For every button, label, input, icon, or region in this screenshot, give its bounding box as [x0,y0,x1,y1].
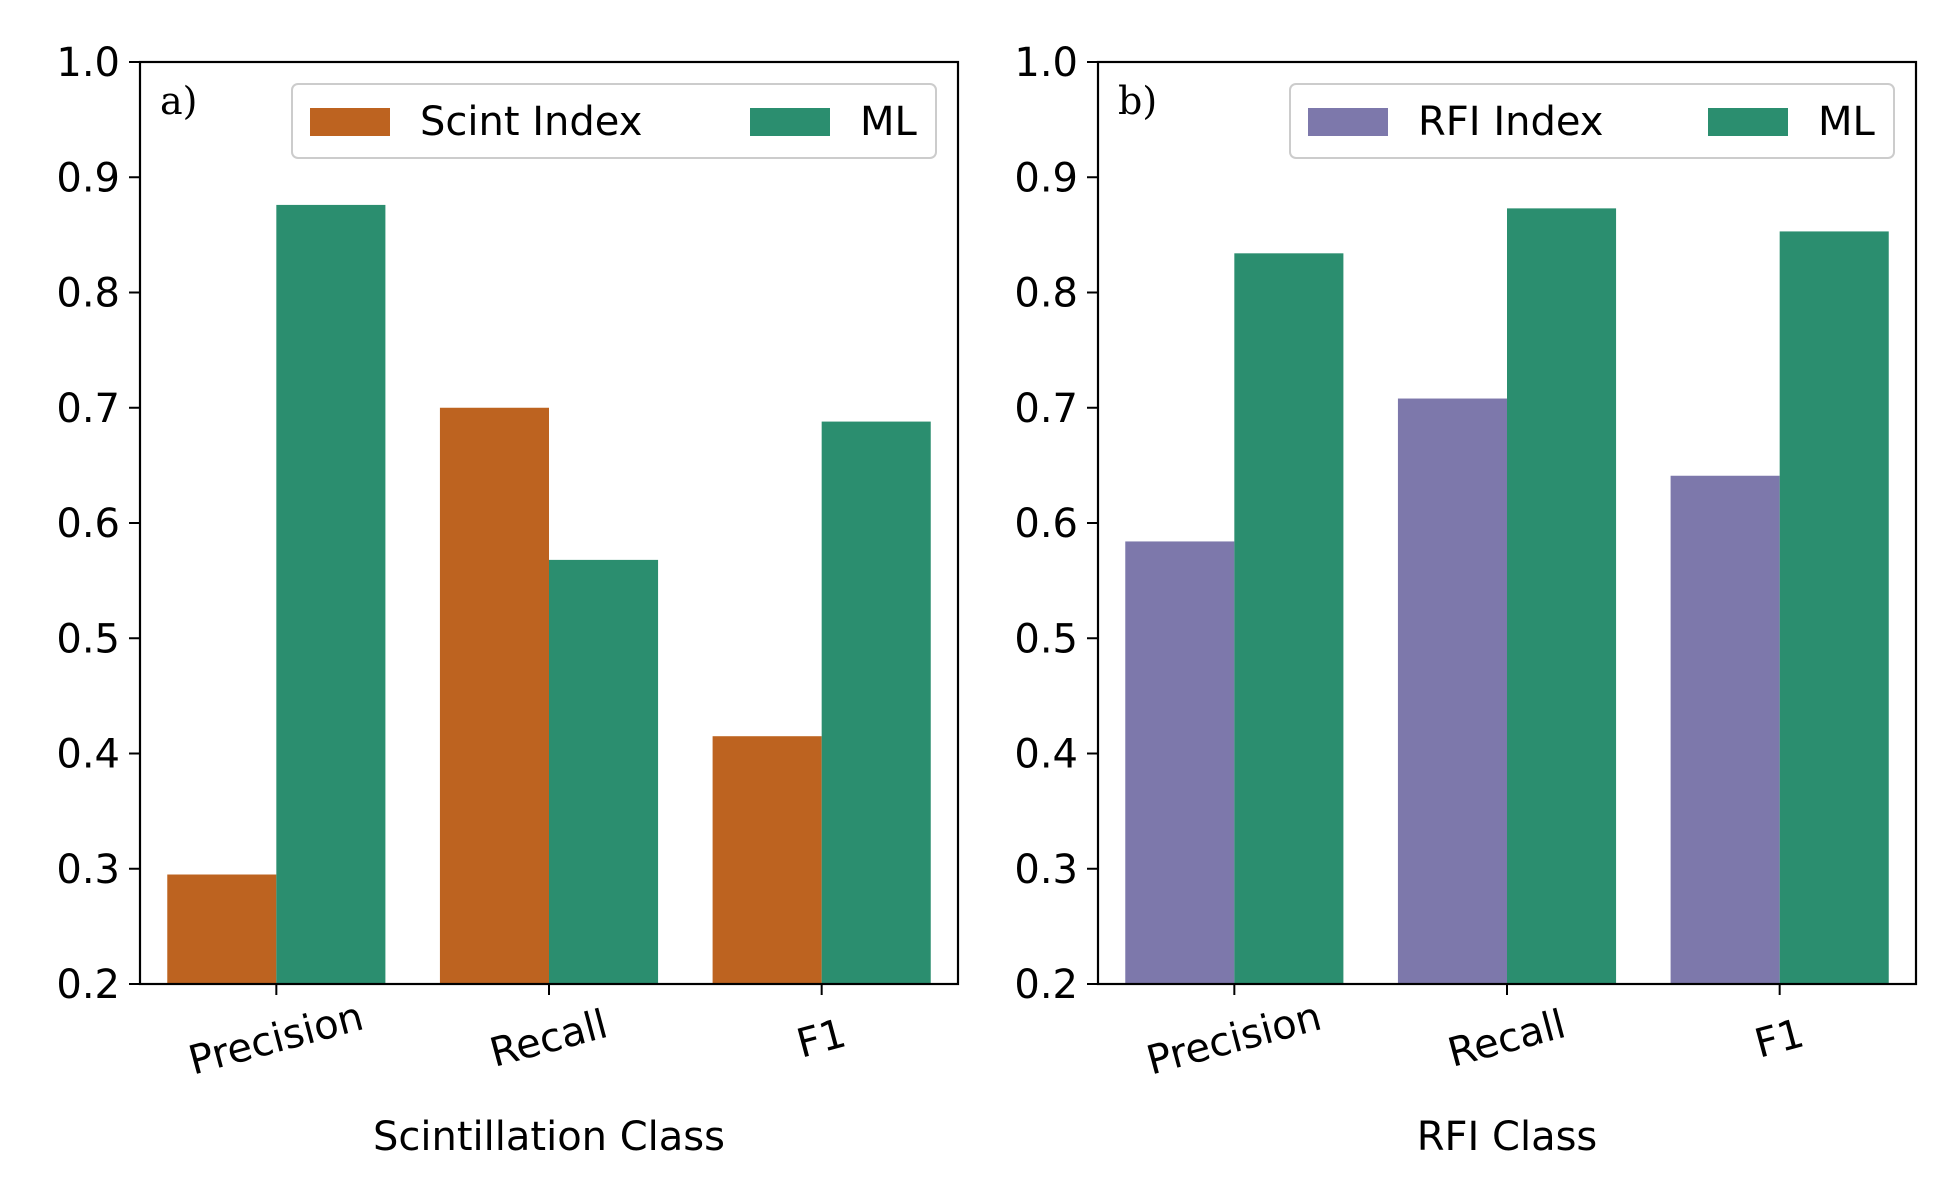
y-tick-label: 0.4 [1014,732,1078,778]
legend-swatch [1708,108,1788,136]
bar-scint-index-precision [167,874,277,984]
bar-ml-precision [1234,253,1344,984]
panel-a: 0.2 0.3 0.4 0.5 0.6 0.7 0.8 0.9 1.0 Precision Reca… [56,40,960,1160]
y-tick-label: 0.9 [1014,155,1078,201]
legend-label: Scint Index [420,99,642,145]
legend-label: ML [1818,99,1876,145]
legend-box [291,83,937,159]
y-tick-label: 0.7 [1014,386,1078,432]
x-axis-title: Scintillation Class [373,1114,725,1160]
x-tick-label-recall: Recall [1443,1001,1570,1076]
y-tick-label: 0.2 [1014,962,1078,1008]
bar-ml-recall [1507,208,1617,984]
y-tick-label: 0.2 [56,962,120,1008]
bar-rfi-index-f1 [1670,475,1780,984]
y-tick-label: 0.7 [56,386,120,432]
bar-rfi-index-precision [1125,541,1235,984]
x-tick-label-precision: Precision [184,994,368,1085]
x-tick-label-recall: Recall [485,1001,612,1076]
bar-ml-precision [276,204,386,984]
y-tick-label: 0.6 [1014,501,1078,547]
y-tick-label: 0.9 [56,155,120,201]
x-tick-label-f1: F1 [1750,1011,1809,1068]
bar-ml-f1 [821,421,931,985]
panel-label: a) [160,79,197,123]
y-tick-label: 0.4 [56,732,120,778]
bar-ml-recall [549,559,659,984]
y-tick-label: 0.3 [1014,847,1078,893]
legend-label: RFI Index [1418,99,1603,145]
panel-label: b) [1118,79,1157,123]
legend-swatch [750,108,830,136]
bar-scint-index-recall [439,407,549,984]
x-tick-label-precision: Precision [1142,994,1326,1085]
y-tick-label: 1.0 [56,40,120,86]
y-tick-label: 0.8 [1014,271,1078,317]
x-tick-label-f1: F1 [792,1011,851,1068]
y-tick-label: 0.5 [56,616,120,662]
legend-swatch [1308,108,1388,136]
y-tick-label: 0.6 [56,501,120,547]
bar-rfi-index-recall [1397,398,1507,984]
x-axis-title: RFI Class [1417,1114,1598,1160]
legend-box [1289,83,1895,159]
legend-swatch [310,108,390,136]
legend: Scint Index ML [291,83,937,159]
bar-ml-f1 [1779,231,1889,985]
panel-b: 0.2 0.3 0.4 0.5 0.6 0.7 0.8 0.9 1.0 Precision Reca… [1014,40,1918,1160]
y-tick-label: 0.3 [56,847,120,893]
legend: RFI Index ML [1289,83,1895,159]
y-tick-label: 0.5 [1014,616,1078,662]
legend-label: ML [860,99,918,145]
y-tick-label: 1.0 [1014,40,1078,86]
bar-scint-index-f1 [712,736,822,984]
y-tick-label: 0.8 [56,271,120,317]
